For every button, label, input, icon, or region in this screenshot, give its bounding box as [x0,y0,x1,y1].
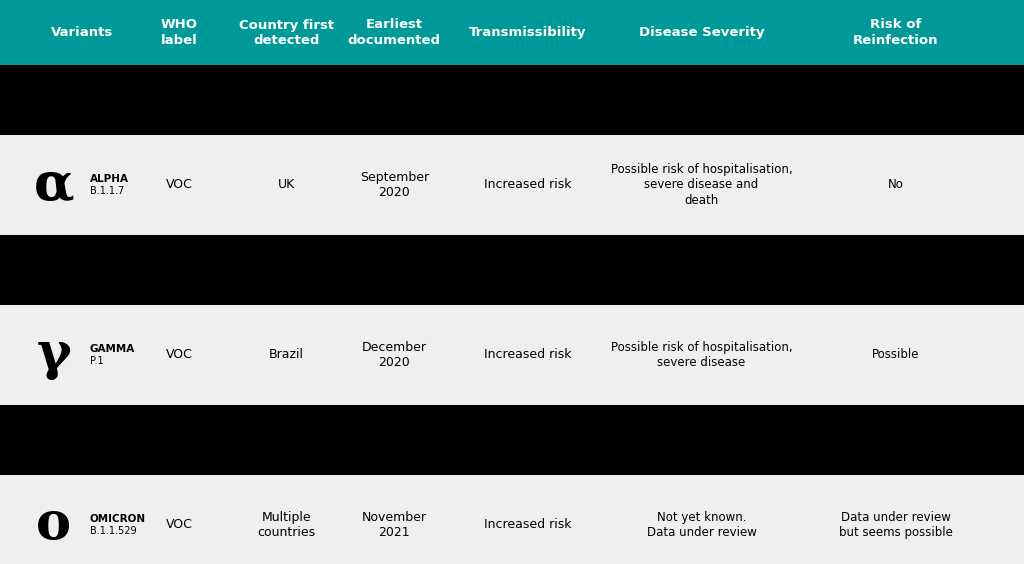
Text: Possible risk of hospitalisation,
severe disease: Possible risk of hospitalisation, severe… [610,341,793,369]
Text: November
2021: November 2021 [361,511,427,539]
Text: VOC: VOC [166,518,193,531]
Text: Increased risk: Increased risk [483,178,571,192]
Bar [0,0,1024,65]
Text: Transmissibility: Transmissibility [469,26,586,39]
Text: September
2020: September 2020 [359,171,429,199]
Bar [0,65,1024,135]
Text: Possible risk of hospitalisation,
severe disease and
death: Possible risk of hospitalisation, severe… [610,164,793,206]
Text: α: α [34,160,74,210]
Text: Multiple
countries: Multiple countries [258,511,315,539]
Text: ALPHA: ALPHA [90,174,129,184]
Text: γ: γ [37,329,72,381]
Text: Risk of
Reinfection: Risk of Reinfection [853,19,939,46]
Text: WHO
label: WHO label [161,19,198,46]
Text: Earliest
documented: Earliest documented [348,19,440,46]
Text: GAMMA: GAMMA [90,344,135,354]
Text: P.1: P.1 [90,356,103,366]
Text: Increased risk: Increased risk [483,349,571,362]
Bar [0,305,1024,405]
Text: No: No [888,178,904,192]
Bar [0,405,1024,475]
Text: OMICRON: OMICRON [90,514,146,524]
Text: Variants: Variants [51,26,113,39]
Text: B.1.1.529: B.1.1.529 [90,526,136,536]
Text: VOC: VOC [166,349,193,362]
Text: Possible: Possible [872,349,920,362]
Text: VOC: VOC [166,178,193,192]
Text: Not yet known.
Data under review: Not yet known. Data under review [646,511,757,539]
Text: Country first
detected: Country first detected [240,19,334,46]
Text: B.1.1.7: B.1.1.7 [90,186,124,196]
Text: December
2020: December 2020 [361,341,427,369]
Text: Data under review
but seems possible: Data under review but seems possible [839,511,953,539]
Text: Increased risk: Increased risk [483,518,571,531]
Text: Brazil: Brazil [269,349,304,362]
Bar [0,475,1024,564]
Text: UK: UK [279,178,295,192]
Bar [0,135,1024,235]
Text: ο: ο [37,500,72,550]
Bar [0,235,1024,305]
Text: Disease Severity: Disease Severity [639,26,764,39]
